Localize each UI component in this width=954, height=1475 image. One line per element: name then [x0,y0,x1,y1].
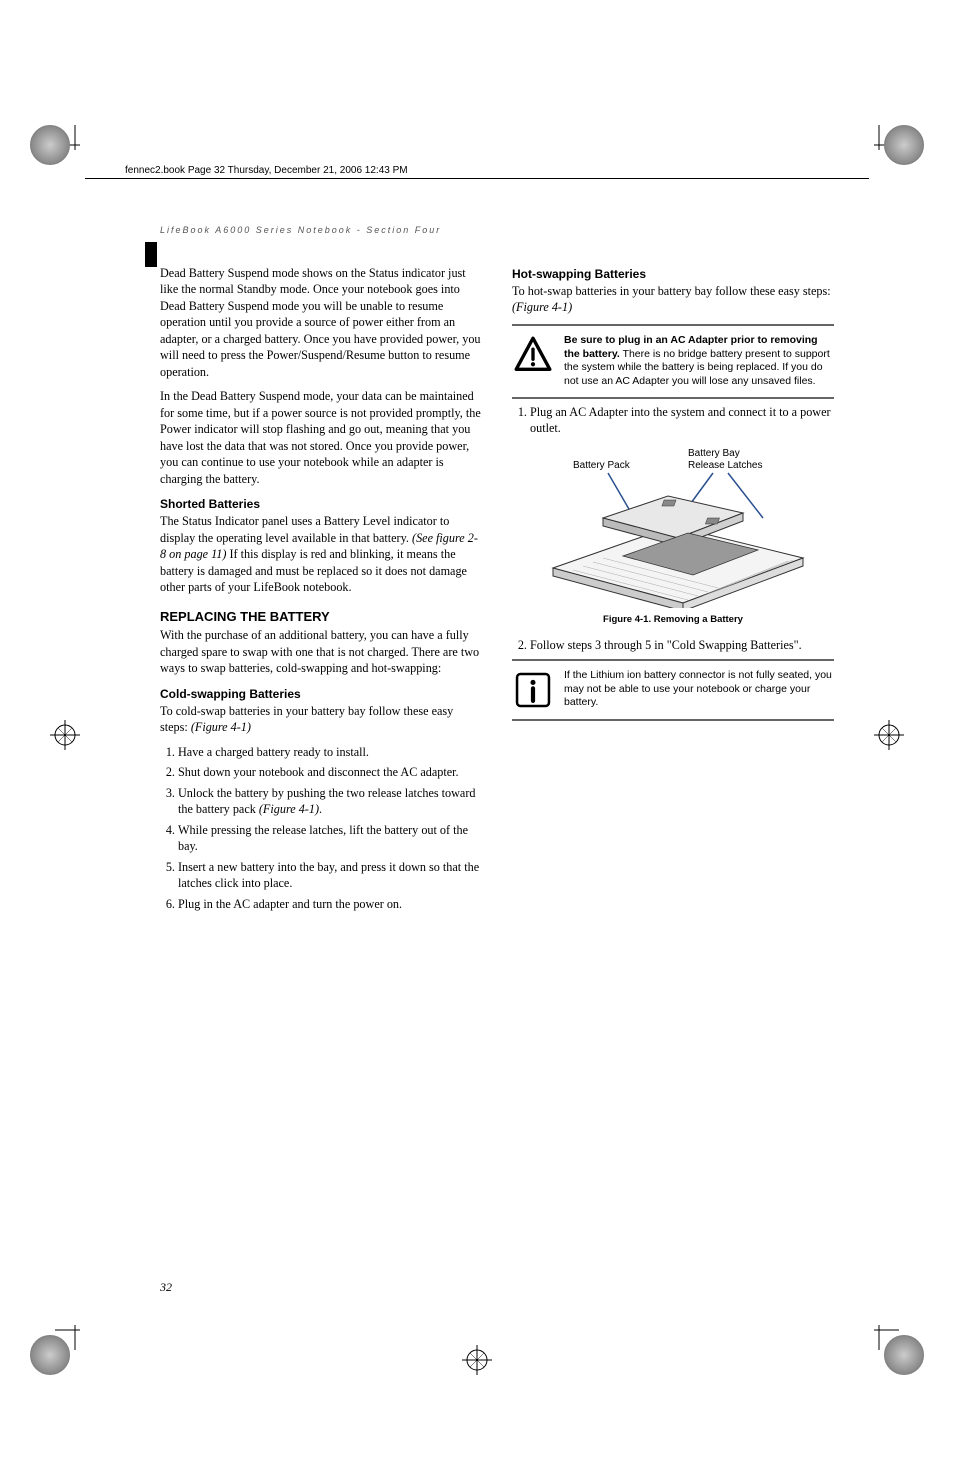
registration-mark-icon [874,720,904,750]
callout-rule [512,659,834,661]
left-column: LifeBook A6000 Series Notebook - Section… [160,225,482,916]
registration-mark-icon [462,1345,492,1375]
warning-callout: Be sure to plug in an AC Adapter prior t… [512,334,834,389]
figure-label: Battery Pack [573,460,630,471]
callout-rule [512,324,834,326]
battery-illustration-icon [533,448,813,608]
sub-heading: Hot-swapping Batteries [512,267,834,281]
warning-icon [512,334,554,376]
running-header: LifeBook A6000 Series Notebook - Section… [160,225,482,235]
paragraph: The Status Indicator panel uses a Batter… [160,513,482,595]
header-note: fennec2.book Page 32 Thursday, December … [125,165,408,176]
callout-text: Be sure to plug in an AC Adapter prior t… [564,334,834,389]
corner-ornament-icon [884,125,924,165]
registration-mark-icon [50,720,80,750]
paragraph: Dead Battery Suspend mode shows on the S… [160,265,482,380]
figure-label: Battery Bay [688,448,740,459]
cross-reference: (Figure 4-1) [259,802,319,816]
callout-rule [512,397,834,399]
callout-rule [512,719,834,721]
info-icon [512,669,554,711]
sub-heading: Cold-swapping Batteries [160,687,482,701]
list-item: Follow steps 3 through 5 in "Cold Swappi… [530,637,834,653]
callout-text: If the Lithium ion battery connector is … [564,669,834,710]
right-column: Hot-swapping Batteries To hot-swap batte… [512,225,834,916]
corner-ornament-icon [30,1335,70,1375]
list-item: Have a charged battery ready to install. [178,744,482,760]
list-item: Plug an AC Adapter into the system and c… [530,404,834,437]
page-content: LifeBook A6000 Series Notebook - Section… [160,225,834,916]
section-tab [145,242,157,267]
corner-ornament-icon [884,1335,924,1375]
figure-caption: Figure 4-1. Removing a Battery [512,614,834,625]
info-callout: If the Lithium ion battery connector is … [512,669,834,711]
text: The Status Indicator panel uses a Batter… [160,514,449,544]
cross-reference: (Figure 4-1) [191,720,251,734]
paragraph: With the purchase of an additional batte… [160,627,482,676]
battery-diagram: Battery Pack Battery Bay Release Latches [533,448,813,608]
paragraph: In the Dead Battery Suspend mode, your d… [160,388,482,487]
steps-list: Follow steps 3 through 5 in "Cold Swappi… [530,637,834,653]
steps-list: Plug an AC Adapter into the system and c… [530,404,834,437]
list-item: While pressing the release latches, lift… [178,822,482,855]
cross-reference: (Figure 4-1) [512,300,572,314]
sub-heading: Shorted Batteries [160,497,482,511]
list-item: Insert a new battery into the bay, and p… [178,859,482,892]
text: . [319,802,322,816]
battery-figure: Battery Pack Battery Bay Release Latches [512,448,834,625]
section-heading: REPLACING THE BATTERY [160,609,482,624]
list-item: Unlock the battery by pushing the two re… [178,785,482,818]
paragraph: To hot-swap batteries in your battery ba… [512,283,834,316]
text: Unlock the battery by pushing the two re… [178,786,476,816]
figure-label: Release Latches [688,460,763,471]
page-number: 32 [160,1280,172,1295]
header-rule [85,178,869,179]
corner-ornament-icon [30,125,70,165]
text: To hot-swap batteries in your battery ba… [512,284,831,298]
paragraph: To cold-swap batteries in your battery b… [160,703,482,736]
list-item: Shut down your notebook and disconnect t… [178,764,482,780]
list-item: Plug in the AC adapter and turn the powe… [178,896,482,912]
steps-list: Have a charged battery ready to install.… [178,744,482,912]
